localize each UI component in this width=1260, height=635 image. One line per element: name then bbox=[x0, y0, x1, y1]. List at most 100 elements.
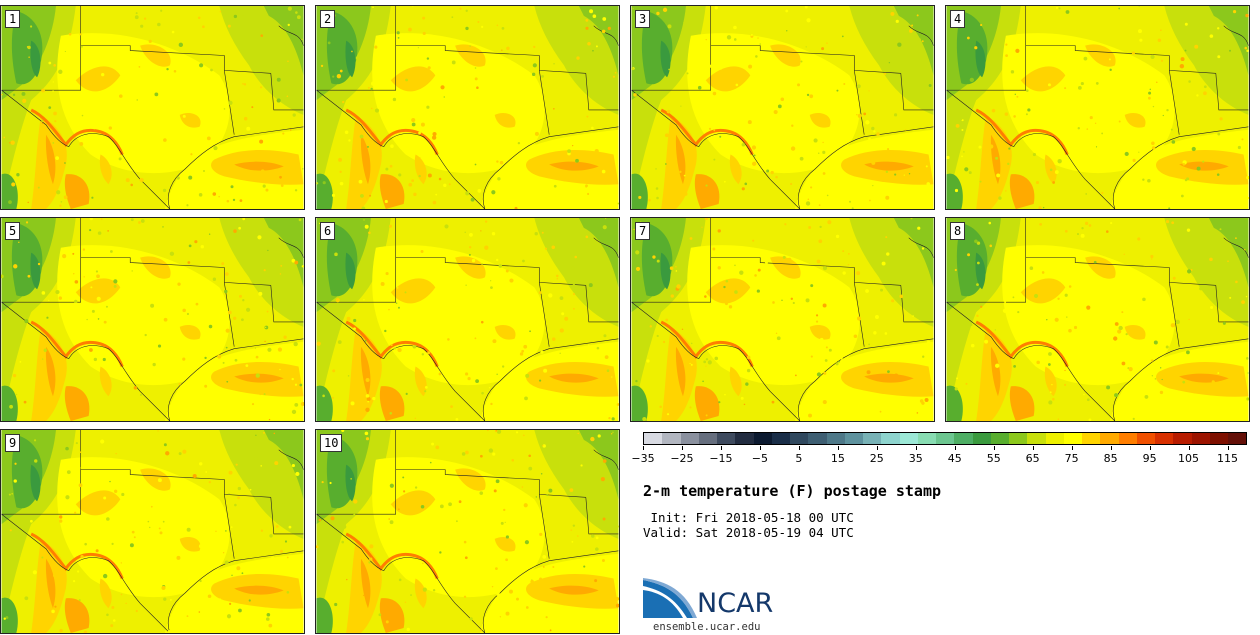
colorbar-tick-label: 25 bbox=[869, 452, 884, 465]
colorbar-swatch bbox=[826, 433, 845, 444]
colorbar-swatch bbox=[1027, 433, 1046, 444]
colorbar-tick-label: 75 bbox=[1064, 452, 1079, 465]
colorbar-swatch bbox=[972, 433, 991, 444]
colorbar-tick-label: −15 bbox=[709, 452, 733, 465]
ncar-logo-icon bbox=[643, 578, 697, 618]
ensemble-member-panel: 3 bbox=[630, 5, 935, 210]
colorbar-swatch bbox=[644, 433, 663, 444]
colorbar-swatch bbox=[844, 433, 863, 444]
colorbar-swatch bbox=[1009, 433, 1028, 444]
ensemble-member-panel: 2 bbox=[315, 5, 620, 210]
colorbar-tick bbox=[681, 446, 683, 450]
ensemble-member-panel: 8 bbox=[945, 217, 1250, 422]
temperature-map bbox=[946, 218, 1249, 421]
temperature-map bbox=[631, 218, 934, 421]
colorbar-swatch bbox=[1045, 433, 1064, 444]
ensemble-member-panel: 5 bbox=[0, 217, 305, 422]
temperature-colorbar bbox=[643, 432, 1247, 445]
colorbar-swatch bbox=[771, 433, 790, 444]
colorbar-swatch bbox=[662, 433, 681, 444]
chart-title: 2-m temperature (F) postage stamp bbox=[643, 482, 942, 500]
colorbar-tick bbox=[759, 446, 761, 450]
colorbar-tick bbox=[837, 446, 839, 450]
colorbar-tick-label: −5 bbox=[751, 452, 768, 465]
temperature-map bbox=[1, 218, 304, 421]
colorbar-swatch bbox=[881, 433, 900, 444]
colorbar-swatch bbox=[698, 433, 717, 444]
colorbar-tick-label: 115 bbox=[1217, 452, 1239, 465]
member-number-label: 7 bbox=[635, 222, 651, 240]
colorbar-swatch bbox=[863, 433, 882, 444]
temperature-map bbox=[316, 6, 619, 209]
colorbar-swatch bbox=[753, 433, 772, 444]
colorbar-swatch bbox=[1063, 433, 1082, 444]
ensemble-member-panel: 6 bbox=[315, 217, 620, 422]
colorbar-tick-label: 45 bbox=[947, 452, 962, 465]
ensemble-url: ensemble.ucar.edu bbox=[653, 621, 761, 633]
colorbar-swatch bbox=[990, 433, 1009, 444]
colorbar-swatch bbox=[1118, 433, 1137, 444]
colorbar-swatch bbox=[1209, 433, 1228, 444]
temperature-map bbox=[1, 6, 304, 209]
member-number-label: 4 bbox=[950, 10, 966, 28]
temperature-map bbox=[946, 6, 1249, 209]
temperature-map bbox=[631, 6, 934, 209]
colorbar-tick bbox=[1110, 446, 1112, 450]
colorbar-tick bbox=[1149, 446, 1151, 450]
colorbar-tick-label: −35 bbox=[631, 452, 655, 465]
ncar-logo-text: NCAR bbox=[697, 588, 774, 619]
member-number-label: 3 bbox=[635, 10, 651, 28]
colorbar-tick bbox=[1071, 446, 1073, 450]
colorbar-tick bbox=[993, 446, 995, 450]
ensemble-member-panel: 10 bbox=[315, 429, 620, 634]
member-number-label: 5 bbox=[5, 222, 21, 240]
colorbar-swatch bbox=[1155, 433, 1174, 444]
init-time: Init: Fri 2018-05-18 00 UTC bbox=[643, 510, 854, 525]
member-number-label: 6 bbox=[320, 222, 336, 240]
ensemble-member-panel: 1 bbox=[0, 5, 305, 210]
colorbar-swatch bbox=[1173, 433, 1192, 444]
colorbar-tick-label: 95 bbox=[1142, 452, 1157, 465]
colorbar-swatch bbox=[808, 433, 827, 444]
colorbar-tick-label: 105 bbox=[1178, 452, 1200, 465]
ensemble-member-panel: 9 bbox=[0, 429, 305, 634]
colorbar-tick-label: 85 bbox=[1103, 452, 1118, 465]
colorbar-swatch bbox=[735, 433, 754, 444]
colorbar-tick-label: 35 bbox=[908, 452, 923, 465]
colorbar-ticks: −35 −25 −15 −5 5 15 25 35 45 55 65 75 85 95 105 115 bbox=[631, 446, 1247, 466]
colorbar-swatch bbox=[1228, 433, 1247, 444]
colorbar-swatch bbox=[1082, 433, 1101, 444]
temperature-map bbox=[1, 430, 304, 633]
member-number-label: 8 bbox=[950, 222, 966, 240]
member-number-label: 10 bbox=[320, 434, 343, 452]
member-number-label: 9 bbox=[5, 434, 21, 452]
colorbar-tick bbox=[876, 446, 878, 450]
colorbar-swatch bbox=[899, 433, 918, 444]
colorbar-swatch bbox=[790, 433, 809, 444]
colorbar-tick-label: 15 bbox=[830, 452, 845, 465]
member-number-label: 2 bbox=[320, 10, 336, 28]
colorbar-swatch bbox=[1191, 433, 1210, 444]
valid-time: Valid: Sat 2018-05-19 04 UTC bbox=[643, 525, 854, 540]
colorbar-swatch bbox=[717, 433, 736, 444]
colorbar-tick bbox=[720, 446, 722, 450]
colorbar-tick bbox=[954, 446, 956, 450]
colorbar-tick bbox=[643, 446, 644, 450]
member-number-label: 1 bbox=[5, 10, 21, 28]
colorbar-tick bbox=[915, 446, 917, 450]
colorbar-tick-label: −25 bbox=[670, 452, 694, 465]
colorbar-swatch bbox=[1136, 433, 1155, 444]
colorbar-swatch bbox=[954, 433, 973, 444]
colorbar-tick bbox=[1227, 446, 1229, 450]
colorbar-tick-label: 5 bbox=[795, 452, 803, 465]
ensemble-member-panel: 7 bbox=[630, 217, 935, 422]
colorbar-swatch bbox=[917, 433, 936, 444]
colorbar-swatch bbox=[1100, 433, 1119, 444]
colorbar-tick bbox=[798, 446, 800, 450]
colorbar-tick-label: 65 bbox=[1025, 452, 1040, 465]
colorbar-tick bbox=[1188, 446, 1190, 450]
temperature-map bbox=[316, 430, 619, 633]
colorbar-tick-label: 55 bbox=[986, 452, 1001, 465]
colorbar-swatch bbox=[936, 433, 955, 444]
temperature-map bbox=[316, 218, 619, 421]
